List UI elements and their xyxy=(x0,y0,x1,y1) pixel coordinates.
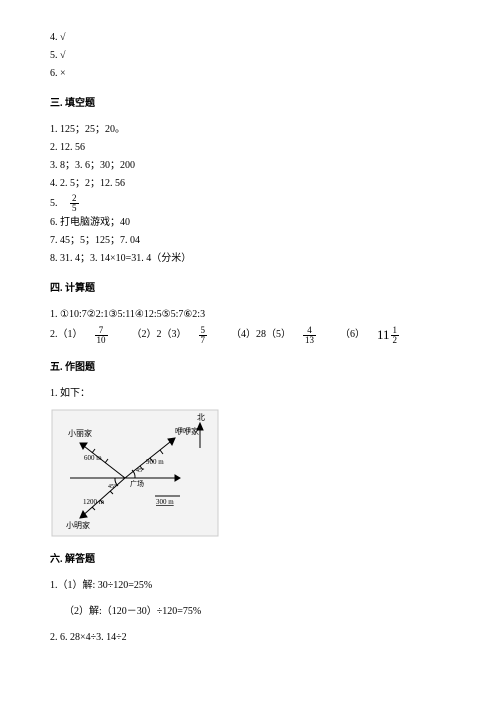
fraction-4-13: 4 13 xyxy=(303,326,328,345)
p1: 2.（1） xyxy=(50,327,83,343)
label-guang: 广场 xyxy=(130,479,144,488)
fill-item: 2. 12. 56 xyxy=(50,140,450,156)
label-600: 600 m xyxy=(84,454,102,462)
fill-item: 4. 2. 5；2；12. 56 xyxy=(50,176,450,192)
fraction-5-7: 5 7 xyxy=(199,326,220,345)
answer-line: （2）解:（120－30）÷120=75% xyxy=(64,604,450,620)
top-item: 6. × xyxy=(50,66,450,82)
fill-item: 3. 8；3. 6；30；200 xyxy=(50,158,450,174)
section-6-title: 六. 解答题 xyxy=(50,552,450,568)
mixed-frac: 1 2 xyxy=(391,326,412,345)
item5-prefix: 5. xyxy=(50,198,58,209)
p4: （6） xyxy=(340,327,365,343)
fraction-7-10: 7 10 xyxy=(95,326,120,345)
label-gg: 咿咿家 xyxy=(175,426,199,436)
label-lili: 小丽家 xyxy=(68,428,92,438)
section-4-title: 四. 计算题 xyxy=(50,281,450,297)
p2: （2）2（3） xyxy=(132,327,187,343)
fraction-den: 13 xyxy=(303,336,316,345)
mixed-11-1-2: 11 1 2 xyxy=(377,325,423,346)
mixed-whole: 11 xyxy=(377,325,390,346)
fill-item: 6. 打电脑游戏；40 xyxy=(50,215,450,231)
fraction-den: 7 xyxy=(199,336,208,345)
top-item: 5. √ xyxy=(50,48,450,64)
label-900: 900 m xyxy=(146,458,164,466)
label-45-2: 45° xyxy=(108,483,117,490)
fill-item-5: 5. 2 5 xyxy=(50,194,450,213)
fraction-den: 5 xyxy=(70,204,79,213)
section-3-body: 1. 125；25；20。 2. 12. 56 3. 8；3. 6；30；200… xyxy=(50,122,450,267)
label-300: 300 m xyxy=(156,498,174,506)
label-45-1: 45° xyxy=(136,467,145,474)
p3: （4）28（5） xyxy=(231,327,291,343)
label-1200: 1200 m xyxy=(83,498,105,506)
fill-item: 8. 31. 4；3. 14×10=31. 4（分米） xyxy=(50,251,450,267)
fill-item: 1. 125；25；20。 xyxy=(50,122,450,138)
section-4-body: 1. ①10:7②2:1③5:11④12:5⑤5:7⑥2:3 2.（1） 7 1… xyxy=(50,307,450,346)
fraction-den: 2 xyxy=(391,336,400,345)
draw-line-1: 1. 如下： xyxy=(50,386,450,402)
section-6-body: 1.（1）解: 30÷120=25% （2）解:（120－30）÷120=75%… xyxy=(50,578,450,646)
fill-item: 7. 45；5；125；7. 04 xyxy=(50,233,450,249)
calc-line-2: 2.（1） 7 10 （2）2（3） 5 7 （4）28（5） 4 13 （6）… xyxy=(50,325,450,346)
section-3-title: 三. 填空题 xyxy=(50,96,450,112)
diagram: 小丽家 咿咿家 北 600 m 900 m 300 m 1200 m 45° 4… xyxy=(50,408,450,538)
calc-line-1: 1. ①10:7②2:1③5:11④12:5⑤5:7⑥2:3 xyxy=(50,307,450,323)
label-bei: 北 xyxy=(197,413,205,422)
diagram-svg: 小丽家 咿咿家 北 600 m 900 m 300 m 1200 m 45° 4… xyxy=(50,408,220,538)
top-list: 4. √ 5. √ 6. × xyxy=(50,30,450,82)
section-5-title: 五. 作图题 xyxy=(50,360,450,376)
fraction-2-5: 2 5 xyxy=(70,194,79,213)
answer-line: 2. 6. 28×4÷3. 14÷2 xyxy=(50,630,450,646)
label-ming: 小明家 xyxy=(66,520,90,530)
fraction-den: 10 xyxy=(95,336,108,345)
answer-line: 1.（1）解: 30÷120=25% xyxy=(50,578,450,594)
top-item: 4. √ xyxy=(50,30,450,46)
